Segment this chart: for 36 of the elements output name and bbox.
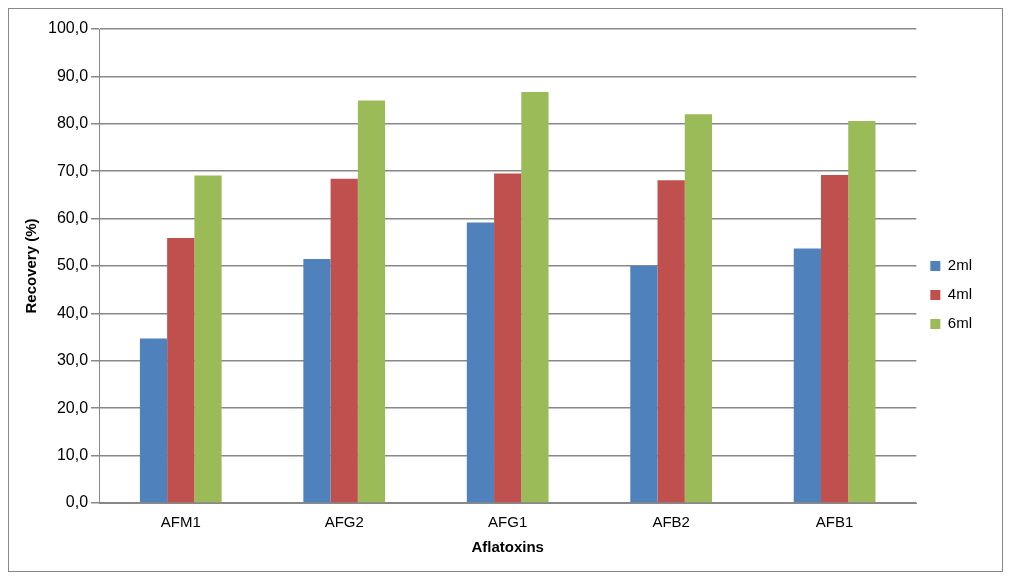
y-tick-label: 80,0: [56, 114, 89, 132]
bar: [793, 248, 821, 503]
x-tick-label: AFB1: [815, 513, 854, 531]
x-tick-label: AFM1: [160, 513, 201, 531]
x-tick-label: AFG1: [488, 513, 528, 531]
y-tick-label: 50,0: [56, 256, 89, 274]
y-tick-label: 60,0: [56, 209, 89, 227]
y-tick-label: 10,0: [56, 446, 89, 464]
x-tick-label: AFG2: [324, 513, 364, 531]
legend-label: 2ml: [947, 256, 972, 274]
bar: [521, 92, 549, 503]
x-tick-label: AFB2: [652, 513, 690, 531]
bar: [303, 258, 331, 503]
x-axis-title: Aflatoxins: [471, 538, 544, 556]
y-tick-label: 0,0: [65, 493, 89, 511]
bar: [466, 222, 495, 503]
y-axis-title: Recovery (%): [22, 218, 40, 314]
legend-label: 4ml: [947, 285, 972, 303]
bar: [167, 238, 195, 503]
y-tick-label: 40,0: [56, 303, 89, 321]
bar: [139, 338, 168, 503]
y-tick-label: 20,0: [56, 398, 89, 416]
bar: [820, 174, 849, 503]
bar: [357, 100, 386, 503]
y-tick-label: 70,0: [56, 161, 89, 179]
bar: [684, 114, 713, 503]
bar: [330, 178, 358, 503]
y-tick-label: 30,0: [56, 351, 89, 369]
y-tick-label: 100,0: [47, 19, 89, 37]
bar: [657, 180, 685, 503]
bar: [194, 175, 222, 503]
y-tick-label: 90,0: [56, 66, 89, 84]
bar: [848, 120, 876, 503]
legend-label: 6ml: [947, 314, 972, 332]
bar: [630, 266, 658, 503]
bar: [494, 173, 522, 503]
